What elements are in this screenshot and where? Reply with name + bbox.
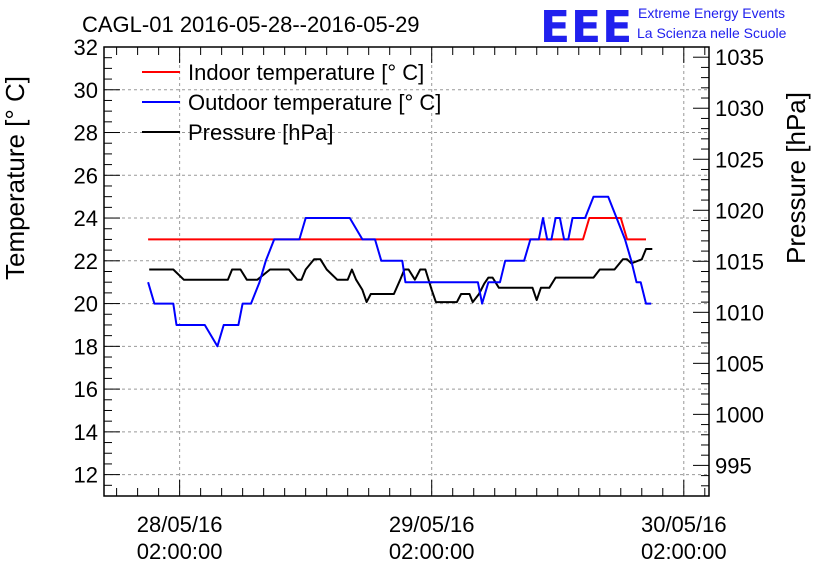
y2-tick-label: 1025 (715, 147, 764, 172)
x-tick-label-time: 02:00:00 (389, 539, 475, 564)
legend-label-indoor: Indoor temperature [° C] (188, 60, 424, 85)
y-tick-label: 32 (74, 35, 98, 60)
legend-label-outdoor: Outdoor temperature [° C] (188, 90, 441, 115)
data-series (147, 195, 653, 348)
series-line-indoor-temperature (148, 217, 646, 241)
x-tick-label-time: 02:00:00 (641, 539, 727, 564)
x-tick-label-date: 30/05/16 (641, 512, 727, 537)
tick-labels: 12 14 16 18 20 22 24 26 28 30 32 995 1000 1005 1010 101… (74, 35, 764, 564)
y-tick-label: 30 (74, 78, 98, 103)
legend-label-pressure: Pressure [hPa] (188, 120, 334, 145)
y-tick-label: 26 (74, 163, 98, 188)
x-tick-label-time: 02:00:00 (137, 539, 223, 564)
y-tick-label: 18 (74, 334, 98, 359)
series-line-outdoor-temperature (147, 195, 652, 348)
y-tick-label: 22 (74, 249, 98, 274)
y-tick-label: 20 (74, 292, 98, 317)
y2-tick-label: 1020 (715, 198, 764, 223)
y2-tick-label: 995 (715, 453, 752, 478)
y2-tick-label: 1035 (715, 45, 764, 70)
y-tick-label: 14 (74, 420, 98, 445)
y2-tick-label: 1010 (715, 300, 764, 325)
eee-logo: EEE Extreme Energy Events La Scienza nel… (540, 2, 787, 53)
y2-tick-label: 1000 (715, 402, 764, 427)
plot-axes (103, 46, 710, 497)
eee-logo-mark: EEE (540, 2, 633, 53)
eee-logo-line2: La Scienza nelle Scuole (637, 25, 787, 41)
legend: Indoor temperature [° C] Outdoor tempera… (142, 60, 441, 145)
y-axis-left-label: Temperature [° C] (0, 76, 30, 280)
x-tick-label-date: 29/05/16 (389, 512, 475, 537)
grid-lines (104, 47, 709, 496)
y2-tick-label: 1015 (715, 249, 764, 274)
y2-tick-label: 1005 (715, 351, 764, 376)
y-axis-right-label: Pressure [hPa] (781, 92, 811, 264)
y-tick-label: 12 (74, 463, 98, 488)
x-tick-label-date: 28/05/16 (137, 512, 223, 537)
y-tick-label: 28 (74, 121, 98, 146)
y-tick-label: 16 (74, 377, 98, 402)
y-tick-label: 24 (74, 206, 98, 231)
series-line-pressure (149, 248, 653, 304)
eee-logo-line1: Extreme Energy Events (638, 5, 785, 21)
chart-title: CAGL-01 2016-05-28--2016-05-29 (82, 12, 420, 37)
y2-tick-label: 1030 (715, 96, 764, 121)
